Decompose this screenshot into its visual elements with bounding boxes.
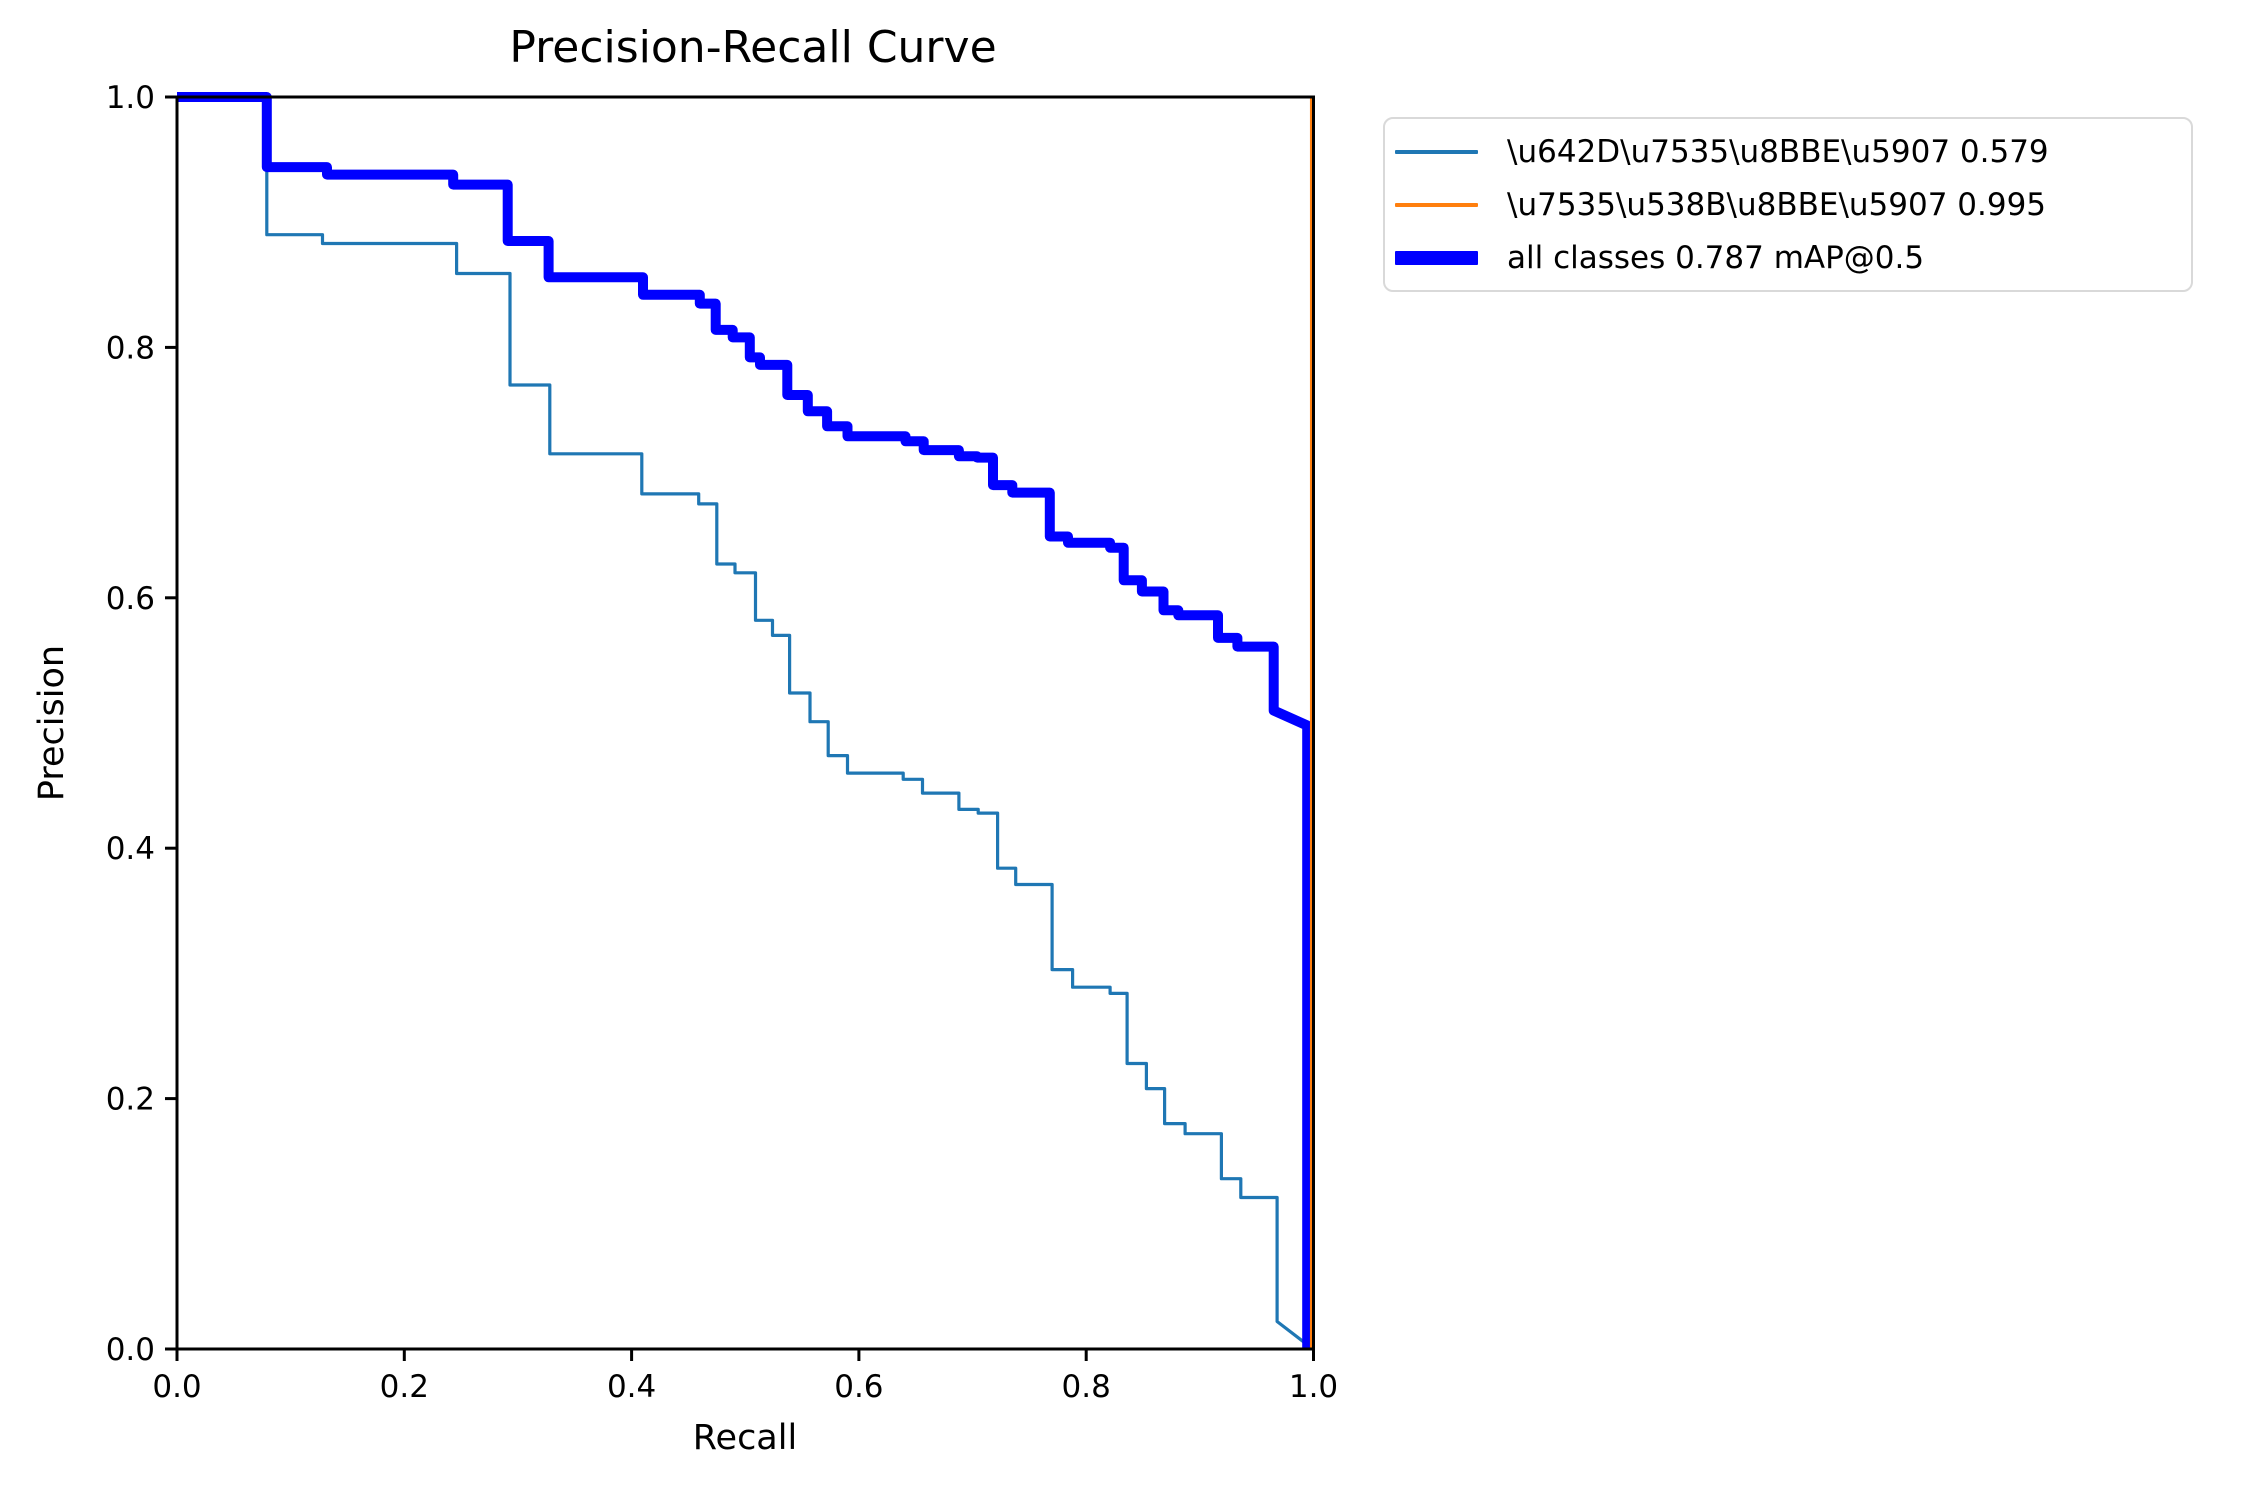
axes-layer: 0.0 0.2 0.4 0.6 0.8 1.0 0.0 0.2 0.4 0.6 0.8 1.0	[106, 80, 1338, 1405]
legend-item: all classes 0.787 mAP@0.5	[1385, 232, 2191, 284]
legend-line-sample	[1395, 149, 1478, 154]
x-tick-label: 1.0	[1289, 1369, 1338, 1405]
x-tick-label: 0.0	[152, 1369, 201, 1405]
legend-item-label: \u642D\u7535\u8BBE\u5907 0.579	[1507, 133, 2049, 170]
curves-layer	[177, 92, 1313, 1349]
series-line-2	[177, 92, 1313, 1349]
legend-line-sample	[1395, 202, 1478, 207]
legend-line-sample	[1395, 250, 1478, 265]
y-tick-label: 0.4	[106, 831, 155, 867]
y-tick-label: 0.8	[106, 330, 155, 366]
y-tick-label: 0.2	[106, 1082, 155, 1118]
y-axis-label: Precision	[32, 644, 72, 802]
series-line-0	[177, 95, 1313, 1349]
x-axis-label: Recall	[692, 1418, 798, 1458]
x-tick-label: 0.8	[1062, 1369, 1111, 1405]
x-tick-label: 0.4	[607, 1369, 656, 1405]
legend-item-label: all classes 0.787 mAP@0.5	[1507, 239, 1925, 276]
y-tick-label: 0.0	[106, 1332, 155, 1368]
plot-frame	[175, 95, 1315, 1351]
y-tick-label: 0.6	[106, 581, 155, 617]
series-line-1	[177, 95, 1313, 1349]
chart-title: Precision-Recall Curve	[509, 22, 997, 73]
y-tick-label: 1.0	[106, 80, 155, 116]
legend: \u642D\u7535\u8BBE\u5907 0.579 \u7535\u5…	[1383, 117, 2193, 292]
x-tick-label: 0.6	[834, 1369, 883, 1405]
legend-item: \u642D\u7535\u8BBE\u5907 0.579	[1385, 126, 2191, 178]
legend-item: \u7535\u538B\u8BBE\u5907 0.995	[1385, 179, 2191, 231]
legend-item-label: \u7535\u538B\u8BBE\u5907 0.995	[1507, 186, 2047, 223]
x-tick-label: 0.2	[380, 1369, 429, 1405]
